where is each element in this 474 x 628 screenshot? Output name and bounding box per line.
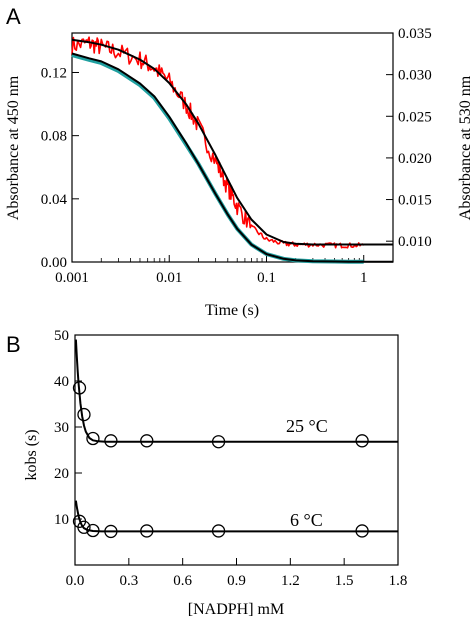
y-tick-label: 10	[54, 512, 69, 528]
panel-a-series-noisy-data-right	[71, 36, 365, 249]
panel-b-fit-line-0	[74, 339, 398, 443]
panel-b-fit-line-1	[74, 500, 398, 533]
right-y-tick-label: 0.020	[398, 151, 432, 167]
right-y-tick-label: 0.015	[398, 193, 432, 209]
right-y-tick-label: 0.035	[398, 26, 432, 42]
panel-b-data-point	[355, 524, 369, 538]
x-tick-label: 0.01	[156, 270, 182, 286]
panel-a-right-axis: 0.010 0.015 0.020 0.025 0.030 0.035	[386, 26, 432, 250]
panel-b-y-axis: 10 20 30 40 50	[54, 328, 82, 528]
panel-b-x-label: [NADPH] mM	[188, 601, 284, 618]
series-label-6c: 6 °C	[290, 510, 323, 530]
x-tick-label: 1.5	[335, 573, 354, 589]
panel-b-data-point	[355, 434, 369, 448]
right-y-tick-label: 0.030	[398, 68, 432, 84]
y-tick-label: 40	[54, 374, 69, 390]
panel-b-data-point	[211, 435, 226, 449]
x-tick-label: 1.2	[281, 573, 300, 589]
panel-b-data-point	[77, 407, 91, 422]
panel-a-x-label: Time (s)	[205, 302, 259, 319]
x-tick-label: 1	[360, 270, 368, 286]
panel-a-x-axis: 0.001 0.01 0.1 1	[55, 255, 394, 286]
right-y-tick-label: 0.010	[398, 234, 432, 250]
panel-a-left-axis: 0.00 0.04 0.08 0.12	[41, 65, 79, 271]
panel-b-data-point	[86, 431, 100, 446]
panel-b: B 0.0 0.3 0.6 0.9 1.2 1.5 1.8 10 20 30 40 50 25 °C…	[6, 328, 407, 618]
x-tick-label: 0.1	[257, 270, 276, 286]
left-y-tick-label: 0.00	[41, 255, 67, 271]
panel-b-data-point	[77, 520, 91, 534]
panel-b-data-point	[211, 524, 226, 538]
panel-a-series-fit-right	[71, 38, 393, 246]
panel-b-x-axis: 0.0 0.3 0.6 0.9 1.2 1.5 1.8	[66, 558, 408, 589]
x-tick-label: 0.0	[66, 573, 85, 589]
y-tick-label: 20	[54, 466, 69, 482]
panel-a-series-fit-left	[71, 52, 393, 263]
panel-a: A 0.001 0.01 0.1 1 0.000.040.080.12 0.0100.…	[5, 4, 474, 319]
panel-b-data-point	[104, 434, 118, 448]
y-tick-label: 50	[54, 328, 69, 344]
x-tick-label: 1.8	[389, 573, 408, 589]
panel-b-data-point	[140, 524, 154, 538]
panel-b-data-point	[72, 381, 87, 395]
x-tick-label: 0.9	[227, 573, 246, 589]
x-tick-label: 0.001	[55, 270, 89, 286]
panel-a-frame	[71, 32, 394, 263]
left-y-tick-label: 0.04	[41, 192, 68, 208]
panel-b-data-point	[86, 523, 100, 538]
left-y-tick-label: 0.12	[41, 65, 67, 81]
panel-a-right-y-label: Absorbance at 530 nm	[457, 75, 474, 220]
panel-b-data-point	[104, 524, 118, 539]
panel-a-left-y-label: Absorbance at 450 nm	[5, 75, 22, 220]
panel-b-y-label: kobs (s)	[23, 429, 40, 480]
series-label-25c: 25 °C	[286, 416, 328, 436]
right-y-tick-label: 0.025	[398, 109, 432, 125]
x-tick-label: 0.3	[119, 573, 138, 589]
panel-b-plot-area	[72, 339, 398, 539]
panel-a-plot-area	[71, 36, 393, 264]
panel-a-letter: A	[6, 4, 21, 29]
panel-b-data-point	[140, 434, 154, 448]
left-y-tick-label: 0.08	[41, 129, 67, 145]
panel-b-letter: B	[6, 332, 21, 357]
x-tick-label: 0.6	[173, 573, 192, 589]
y-tick-label: 30	[54, 420, 69, 436]
